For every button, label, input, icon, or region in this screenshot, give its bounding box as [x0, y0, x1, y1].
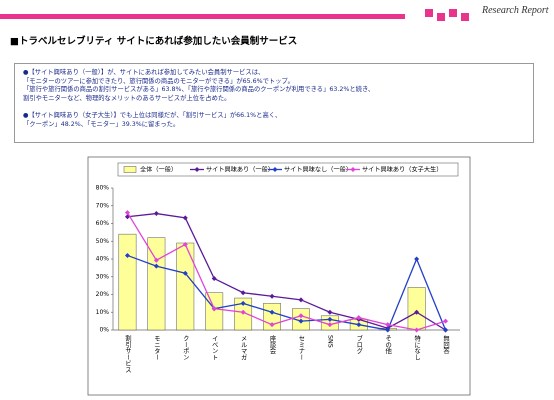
marker: [124, 252, 130, 258]
x-tick-label: 座談会: [269, 334, 276, 356]
x-tick-label: セミナー: [297, 335, 304, 361]
marker: [269, 309, 275, 315]
x-tick-label: モニター: [153, 335, 160, 361]
y-tick-label: 70%: [96, 202, 110, 209]
y-tick-label: 50%: [96, 238, 110, 245]
legend-marker: [350, 167, 356, 172]
bar: [205, 292, 224, 331]
marker: [414, 256, 420, 262]
marker: [211, 306, 217, 312]
logo: Research Report: [482, 5, 549, 16]
marker: [182, 241, 188, 247]
decoration: [437, 13, 445, 21]
decoration: [425, 9, 433, 17]
marker: [356, 322, 362, 328]
x-tick-label: ブログ: [355, 334, 362, 355]
decoration: [461, 13, 469, 21]
notes-box: ●【サイト興味あり（一般）】が、サイトにあれば参加してみたい会員制サービスは、「…: [14, 63, 534, 143]
page-title: ■トラベルセレブリティ サイトにあれば参加したい会員制サービス: [10, 36, 298, 47]
note-line: 「モニターのツアーに参加できたり、旅行関係の商品のモニターができる」が65.6%…: [23, 77, 294, 85]
marker: [124, 210, 130, 216]
marker: [182, 270, 188, 276]
marker: [240, 290, 246, 296]
legend-label: サイト興味なし（一般）: [284, 166, 352, 174]
marker: [327, 322, 333, 328]
x-tick-label: 無回答: [442, 334, 449, 356]
marker: [298, 297, 304, 303]
legend-marker: [194, 167, 200, 172]
y-tick-label: 30%: [96, 273, 110, 280]
x-tick-label: 特になし: [413, 334, 420, 361]
marker: [385, 322, 391, 328]
x-tick-label: SNS: [326, 335, 333, 348]
x-tick-label: 割引サービス: [124, 334, 131, 373]
marker: [269, 322, 275, 328]
x-tick-label: メルマガ: [240, 335, 247, 360]
header-bar: [0, 14, 405, 19]
marker: [443, 318, 449, 324]
y-tick-label: 60%: [96, 220, 110, 227]
note-line: 割引やモニターなど、物理的なメリットのあるサービスが上位を占めた。: [23, 94, 231, 102]
y-tick-label: 0%: [99, 327, 109, 334]
marker: [153, 257, 159, 263]
note-line: ●【サイト興味あり（一般）】が、サイトにあれば参加してみたい会員制サービスは、: [23, 69, 265, 76]
marker: [356, 315, 362, 321]
y-tick-label: 40%: [96, 256, 110, 263]
y-tick-label: 10%: [96, 309, 110, 316]
note-line: 「旅行や旅行関係の商品の割引サービスがある」63.8%、「旅行や旅行関係の商品の…: [23, 86, 375, 94]
note-line: 「クーポン」48.2%、「モニター」39.3%に留まった。: [23, 120, 180, 128]
line: [127, 254, 447, 331]
marker: [240, 300, 246, 306]
note-line: ●【サイト興味あり（女子大生）】でも上位は同様だが、「割引サービス」が66.1%…: [23, 111, 282, 119]
y-tick-label: 80%: [96, 185, 110, 192]
legend-label: 全体（一般）: [140, 166, 177, 174]
marker: [414, 309, 420, 315]
marker: [211, 276, 217, 282]
marker: [327, 316, 333, 322]
marker: [327, 309, 333, 315]
x-tick-label: クーポン: [182, 335, 189, 361]
legend-label: サイト興味あり（一般）: [206, 166, 274, 174]
bar: [407, 287, 426, 331]
bar: [176, 242, 195, 331]
x-tick-label: その他: [384, 335, 391, 356]
marker: [240, 309, 246, 315]
marker: [385, 327, 391, 333]
legend-swatch: [123, 166, 137, 173]
marker: [153, 263, 159, 269]
marker: [182, 215, 188, 221]
marker: [269, 293, 275, 299]
marker: [443, 327, 449, 333]
legend-label: サイト興味あり（女子大生）: [362, 166, 442, 174]
bar: [118, 233, 137, 331]
decoration: [449, 9, 457, 17]
marker: [153, 211, 159, 217]
marker: [298, 313, 304, 319]
marker: [298, 318, 304, 324]
bar: [147, 237, 166, 331]
y-tick-label: 20%: [96, 291, 110, 298]
x-tick-label: イベント: [211, 335, 218, 360]
legend-marker: [272, 167, 278, 172]
marker: [414, 327, 420, 333]
line: [126, 212, 446, 331]
legend-frame: [117, 162, 459, 177]
